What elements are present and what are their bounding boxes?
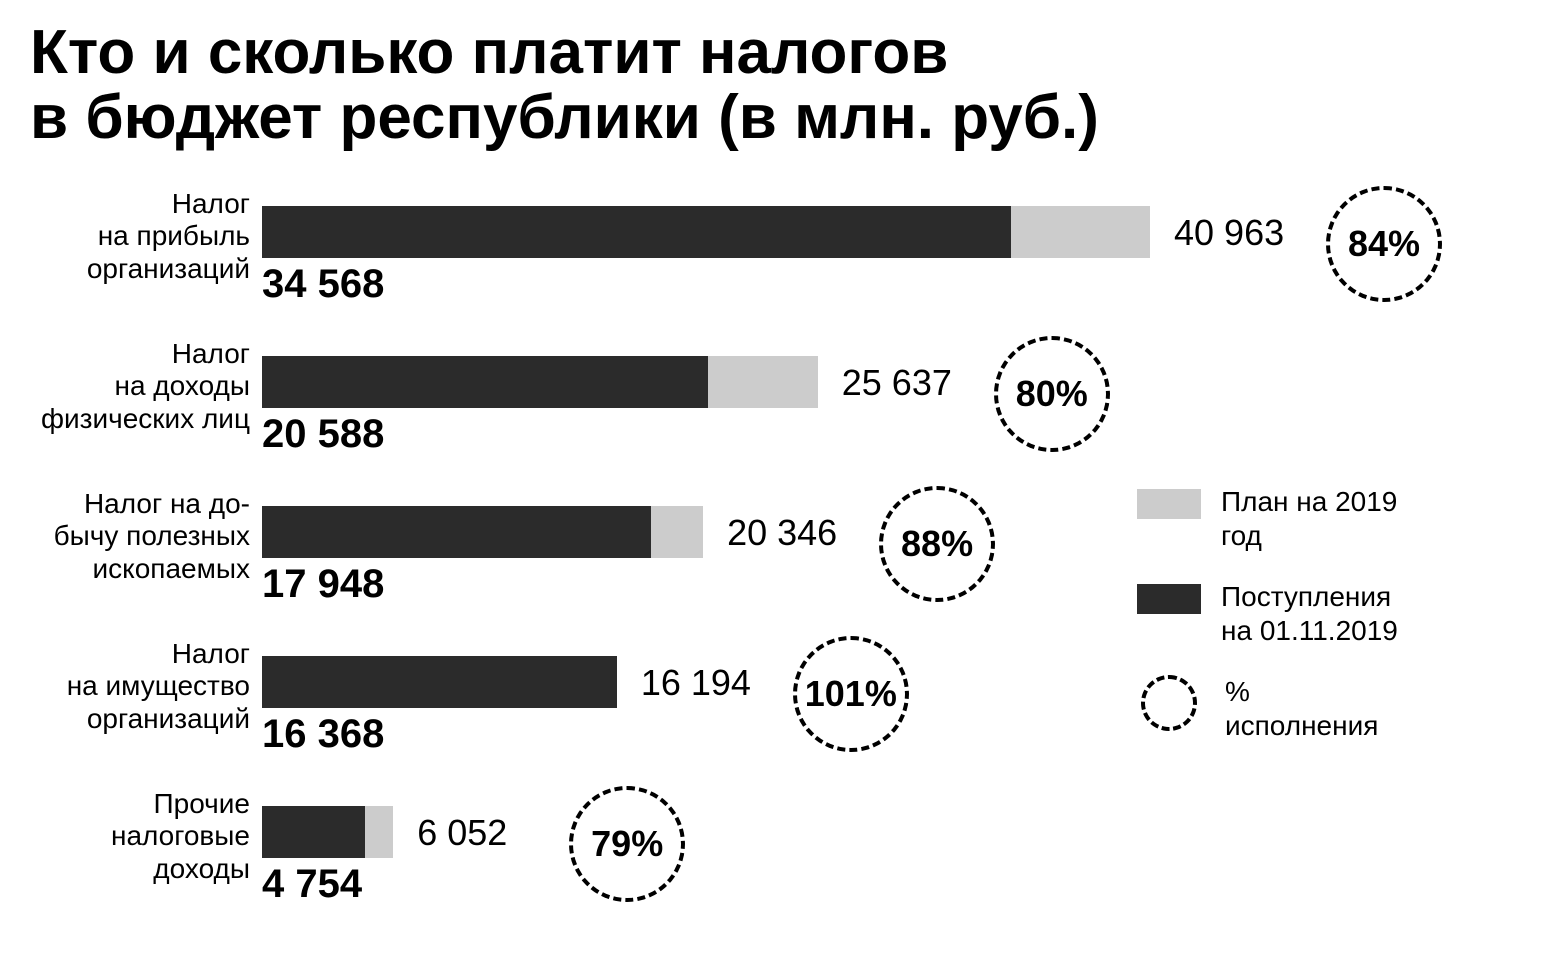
row-label: Налогна прибыльорганизаций xyxy=(0,188,250,285)
legend-plan-swatch xyxy=(1137,489,1201,519)
chart-row: Налогна прибыльорганизаций40 96334 56884… xyxy=(262,180,1547,330)
actual-bar xyxy=(262,356,708,408)
legend-plan-label: План на 2019год xyxy=(1221,485,1397,552)
row-label: Прочиеналоговыедоходы xyxy=(0,788,250,885)
chart-title: Кто и сколько платит налоговв бюджет рес… xyxy=(0,0,1547,180)
plan-value: 20 346 xyxy=(727,512,837,554)
plan-value: 40 963 xyxy=(1174,212,1284,254)
legend-actual: Поступленияна 01.11.2019 xyxy=(1137,580,1507,647)
legend-pct-label: %исполнения xyxy=(1225,675,1378,742)
pct-value: 84% xyxy=(1348,223,1420,265)
plan-value: 6 052 xyxy=(417,812,507,854)
legend-plan: План на 2019год xyxy=(1137,485,1507,552)
actual-bar xyxy=(262,206,1011,258)
legend: План на 2019год Поступленияна 01.11.2019… xyxy=(1137,485,1507,771)
actual-value: 4 754 xyxy=(262,862,362,907)
pct-circle: 88% xyxy=(879,486,995,602)
pct-value: 88% xyxy=(901,523,973,565)
pct-circle: 80% xyxy=(994,336,1110,452)
pct-circle: 101% xyxy=(793,636,909,752)
actual-value: 16 368 xyxy=(262,712,384,757)
pct-circle: 79% xyxy=(569,786,685,902)
legend-pct: %исполнения xyxy=(1137,675,1507,742)
actual-value: 34 568 xyxy=(262,262,384,307)
row-label: Налогна доходыфизических лиц xyxy=(0,338,250,435)
pct-value: 79% xyxy=(591,823,663,865)
chart-row: Налогна доходыфизических лиц25 63720 588… xyxy=(262,330,1547,480)
legend-pct-circle-icon xyxy=(1141,675,1197,731)
plan-value: 25 637 xyxy=(842,362,952,404)
pct-circle: 84% xyxy=(1326,186,1442,302)
actual-bar xyxy=(262,656,617,708)
plan-value: 16 194 xyxy=(641,662,751,704)
actual-bar xyxy=(262,506,651,558)
actual-bar xyxy=(262,806,365,858)
chart-row: Прочиеналоговыедоходы6 0524 75479% xyxy=(262,780,1547,930)
pct-value: 80% xyxy=(1016,373,1088,415)
row-label: Налог на до-бычу полезныхископаемых xyxy=(0,488,250,585)
actual-value: 20 588 xyxy=(262,412,384,457)
actual-value: 17 948 xyxy=(262,562,384,607)
legend-actual-label: Поступленияна 01.11.2019 xyxy=(1221,580,1398,647)
row-label: Налогна имуществоорганизаций xyxy=(0,638,250,735)
pct-value: 101% xyxy=(805,673,897,715)
legend-actual-swatch xyxy=(1137,584,1201,614)
